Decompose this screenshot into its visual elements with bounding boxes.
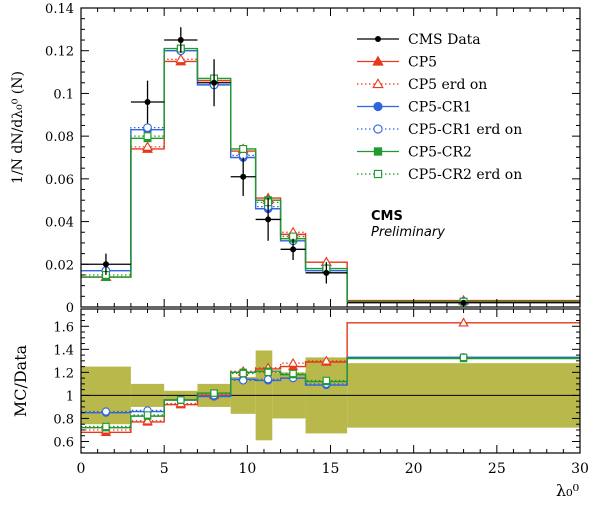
data-point-2 [177, 37, 184, 44]
legend-label-2: CP5 erd on [408, 77, 487, 93]
y-tick-label-top: 0.1 [53, 87, 74, 102]
x-tick-label: 15 [322, 461, 340, 477]
y-axis-label-top: 1/N dN/dλ₀⁰ (N) [10, 71, 26, 184]
legend-label-6: CP5-CR2 erd on [408, 167, 522, 183]
y-tick-label-top: 0.06 [45, 173, 74, 188]
ratio-point-5-1 [143, 411, 152, 419]
legend-label-3: CP5-CR1 [408, 100, 472, 116]
point-6-4 [239, 145, 248, 153]
legend-marker-4 [373, 124, 383, 134]
series-line-2 [81, 58, 580, 302]
data-point-7 [323, 269, 330, 276]
x-tick-label: 25 [488, 461, 506, 477]
data-point-0 [102, 261, 109, 268]
ratio-point-5-0 [102, 422, 110, 431]
cms-label: CMS [371, 209, 403, 224]
point-2-2 [175, 53, 187, 64]
legend-marker-3 [373, 101, 383, 112]
ratio-point-1-8 [458, 317, 469, 327]
ratio-line-5 [81, 356, 580, 428]
ratio-point-5-5 [264, 368, 272, 377]
legend-marker-1 [372, 55, 384, 66]
ratio-point-1-7 [321, 355, 332, 365]
x-axis-label: λ₀⁰ [556, 481, 579, 500]
ratio-point-5-2 [177, 396, 185, 404]
data-point-5 [265, 216, 272, 223]
x-tick-label: 20 [405, 461, 423, 477]
y-tick-label-bot: 1.4 [53, 343, 74, 358]
ratio-point-3-5 [264, 375, 273, 384]
y-tick-label-bot: 1 [66, 389, 74, 404]
x-tick-label: 30 [571, 461, 589, 477]
data-point-4 [240, 173, 247, 180]
data-point-3 [211, 79, 218, 86]
x-tick-label: 5 [160, 461, 169, 477]
point-2-1 [142, 141, 153, 151]
data-point-8 [460, 299, 467, 306]
y-tick-label-top: 0.14 [45, 2, 74, 17]
ratio-point-5-6 [289, 369, 297, 378]
legend-marker-0 [375, 36, 381, 42]
ratio-point-3-0 [101, 407, 111, 416]
legend-label-0: CMS Data [408, 32, 481, 48]
point-4-1 [143, 123, 152, 132]
x-tick-label: 0 [77, 461, 86, 477]
y-axis-label-bot: MC/Data [11, 344, 30, 417]
ratio-point-5-3 [210, 389, 218, 397]
legend-label-1: CP5 [408, 55, 437, 71]
y-tick-label-top: 0.04 [45, 216, 74, 231]
data-point-1 [144, 98, 151, 105]
x-tick-label: 10 [238, 461, 256, 477]
legend-label-4: CP5-CR1 erd on [408, 122, 522, 138]
ratio-point-1-1 [142, 415, 153, 425]
preliminary-label: Preliminary [371, 225, 445, 240]
y-tick-label-top: 0 [66, 301, 74, 316]
ratio-point-3-4 [239, 376, 248, 385]
legend-marker-5 [373, 147, 383, 156]
ratio-point-5-8 [459, 353, 468, 362]
legend-marker-2 [372, 78, 384, 89]
legend-marker-6 [373, 169, 383, 179]
y-tick-label-bot: 1.2 [53, 366, 74, 381]
y-tick-label-bot: 1.6 [53, 320, 74, 335]
y-tick-label-bot: 0.8 [53, 412, 74, 427]
ratio-point-1-6 [287, 357, 299, 367]
y-tick-label-top: 0.02 [45, 258, 74, 273]
y-tick-label-bot: 0.6 [53, 435, 74, 450]
y-tick-label-top: 0.08 [45, 130, 74, 145]
ratio-point-5-4 [239, 369, 247, 378]
ratio-point-5-7 [322, 376, 331, 385]
legend-label-5: CP5-CR2 [408, 145, 472, 161]
point-6-1 [143, 132, 152, 141]
y-tick-label-top: 0.12 [45, 45, 74, 60]
data-point-6 [290, 246, 297, 253]
